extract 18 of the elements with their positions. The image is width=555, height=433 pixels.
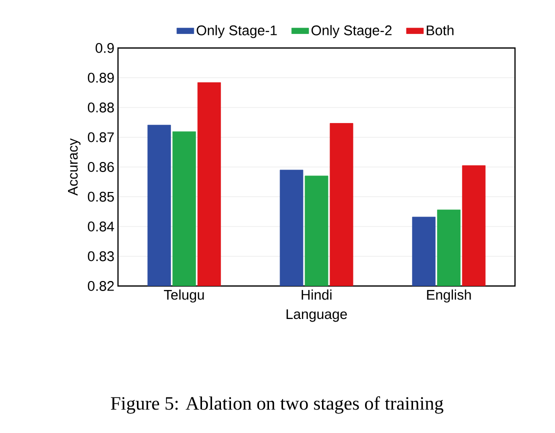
x-tick-label: Telugu bbox=[164, 290, 204, 303]
y-tick-label: 0.89 bbox=[88, 72, 114, 83]
legend-label: Only Stage-2 bbox=[312, 25, 392, 38]
x-tick-label: English bbox=[427, 290, 471, 303]
legend-label: Both bbox=[426, 25, 454, 36]
y-tick-label: 0.83 bbox=[88, 251, 114, 262]
legend-label: Only Stage-1 bbox=[196, 25, 277, 38]
caption: Figure 5: Ablation on two stages of training bbox=[110, 396, 444, 414]
y-tick-label: 0.86 bbox=[88, 162, 114, 172]
y-tick-label: 0.82 bbox=[88, 281, 114, 291]
y-tick-label: 0.84 bbox=[88, 222, 114, 232]
x-axis-title: Language bbox=[286, 309, 347, 322]
y-axis-title: Accuracy bbox=[68, 138, 80, 196]
y-tick-label: 0.88 bbox=[88, 102, 114, 112]
y-tick-label: 0.9 bbox=[96, 43, 114, 53]
x-tick-label: Hindi bbox=[302, 290, 332, 300]
y-tick-label: 0.87 bbox=[88, 132, 114, 142]
y-tick-label: 0.85 bbox=[88, 192, 114, 202]
